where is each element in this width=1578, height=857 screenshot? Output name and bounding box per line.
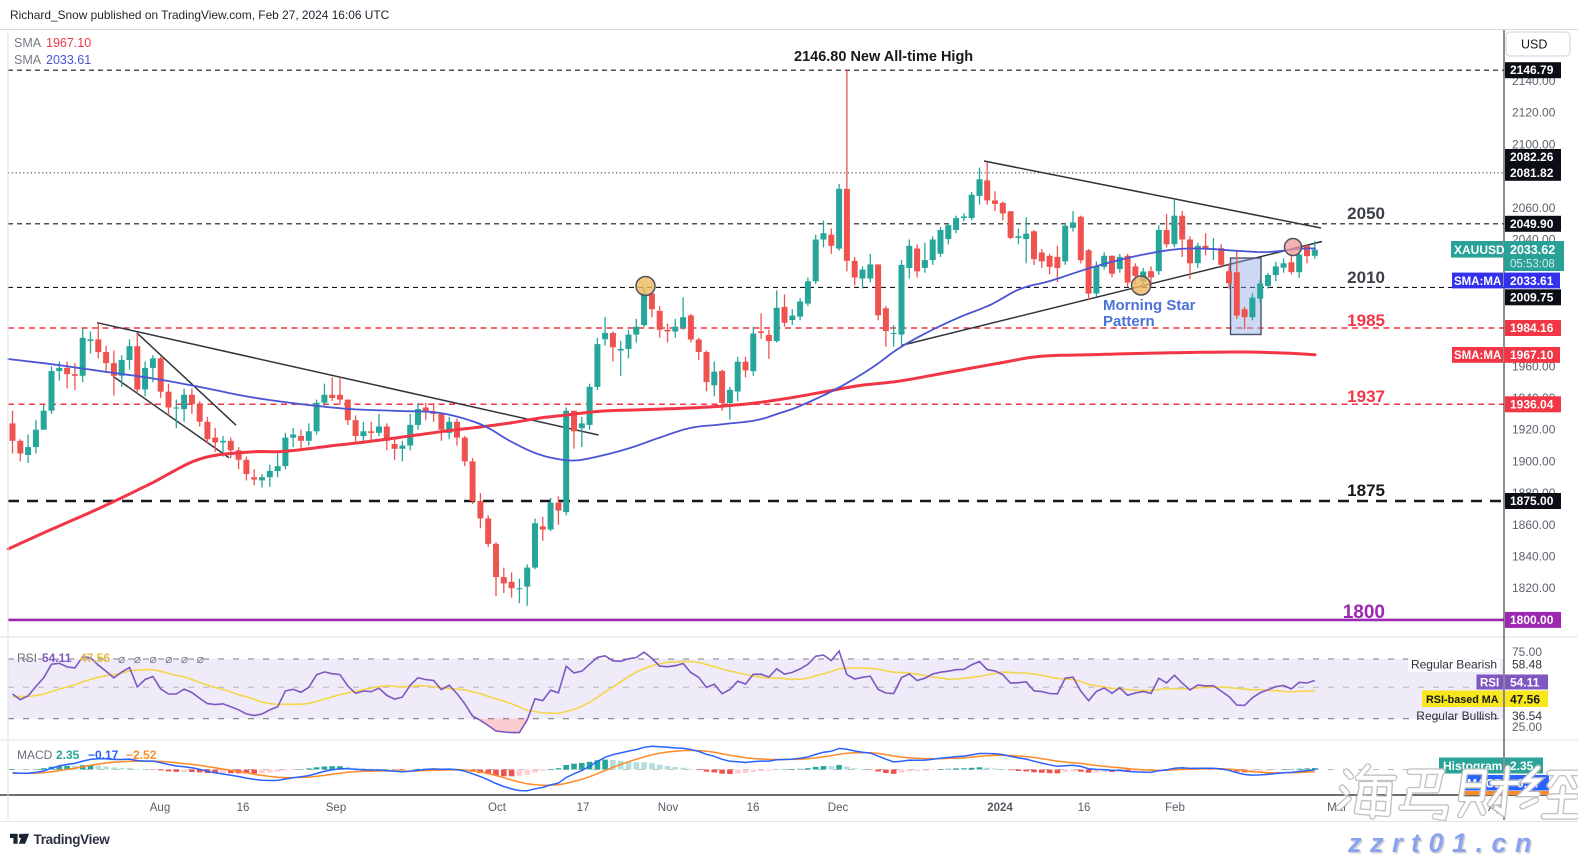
svg-text:1875.00: 1875.00 [1510,494,1554,508]
svg-text:2146.80 New All-time High: 2146.80 New All-time High [794,49,973,65]
svg-text:Feb: Feb [1165,802,1185,814]
svg-text:Aug: Aug [150,802,170,814]
svg-text:MACD: MACD [17,748,53,762]
svg-text:1984.16: 1984.16 [1510,321,1554,335]
svg-text:SMA: SMA [14,36,42,50]
svg-text:Dec: Dec [828,802,849,814]
svg-text:2024: 2024 [987,802,1013,814]
svg-text:2033.61: 2033.61 [1510,274,1554,288]
svg-text:Morning Star: Morning Star [1103,297,1196,314]
svg-text:1800: 1800 [1343,602,1385,623]
svg-text:SMA:MA: SMA:MA [1454,350,1501,362]
svg-text:Regular Bearish: Regular Bearish [1411,658,1497,672]
svg-text:−0.17: −0.17 [88,748,119,762]
svg-text:05:53:08: 05:53:08 [1510,259,1555,271]
svg-text:2009.75: 2009.75 [1510,290,1554,304]
svg-text:1875: 1875 [1347,481,1385,500]
svg-text:1967.10: 1967.10 [1510,348,1554,362]
svg-text:16: 16 [237,802,250,814]
svg-text:58.48: 58.48 [1512,658,1542,672]
svg-text:2.35: 2.35 [1510,759,1534,773]
svg-text:RSI: RSI [1480,678,1499,690]
svg-text:2100.00: 2100.00 [1512,137,1556,151]
svg-text:54.11: 54.11 [42,651,72,665]
svg-text:2.35: 2.35 [56,748,80,762]
svg-text:1936.04: 1936.04 [1510,397,1554,411]
svg-text:zzrt01.cn: zzrt01.cn [1349,830,1542,857]
svg-text:1800.00: 1800.00 [1510,613,1554,627]
svg-text:2146.79: 2146.79 [1510,63,1554,77]
svg-text:zzrt01.cn: zzrt01.cn [1347,828,1540,857]
svg-text:XAUUSD: XAUUSD [1454,243,1505,257]
svg-text:−2.52: −2.52 [126,748,157,762]
svg-text:2049.90: 2049.90 [1510,217,1554,231]
svg-text:75.00: 75.00 [1512,645,1542,659]
svg-text:2033.61: 2033.61 [46,53,91,67]
svg-text:2120.00: 2120.00 [1512,106,1556,120]
svg-text:2081.82: 2081.82 [1510,166,1554,180]
svg-text:SMA:MA: SMA:MA [1454,276,1501,288]
svg-text:1937: 1937 [1347,387,1385,406]
svg-text:TradingView: TradingView [34,832,111,847]
svg-text:1860.00: 1860.00 [1512,518,1556,532]
svg-text:Sep: Sep [326,802,346,814]
svg-text:16: 16 [747,802,760,814]
svg-text:54.11: 54.11 [1510,676,1540,690]
svg-text:Nov: Nov [658,802,679,814]
svg-text:⌀⌀⌀⌀⌀⌀: ⌀⌀⌀⌀⌀⌀ [118,652,212,666]
svg-text:2010: 2010 [1347,268,1385,287]
svg-text:RSI: RSI [17,651,37,665]
svg-text:RSI-based MA: RSI-based MA [1426,694,1499,706]
svg-text:Oct: Oct [488,802,507,814]
svg-text:Regular Bullish: Regular Bullish [1416,709,1497,723]
svg-text:1900.00: 1900.00 [1512,454,1556,468]
svg-text:USD: USD [1521,38,1547,52]
svg-text:Richard_Snow published on Trad: Richard_Snow published on TradingView.co… [10,8,390,22]
svg-text:1920.00: 1920.00 [1512,423,1556,437]
svg-text:1820.00: 1820.00 [1512,581,1556,595]
svg-text:SMA: SMA [14,53,42,67]
svg-text:17: 17 [577,802,590,814]
svg-text:2033.62: 2033.62 [1510,243,1555,257]
svg-text:36.54: 36.54 [1512,709,1542,723]
svg-text:2060.00: 2060.00 [1512,201,1556,215]
svg-text:16: 16 [1078,802,1091,814]
svg-text:2082.26: 2082.26 [1510,150,1554,164]
svg-text:1985: 1985 [1347,311,1385,330]
svg-text:47.56: 47.56 [80,651,110,665]
svg-text:Pattern: Pattern [1103,313,1155,330]
svg-text:25.00: 25.00 [1512,720,1542,734]
svg-text:47.56: 47.56 [1510,693,1540,707]
svg-text:1840.00: 1840.00 [1512,550,1556,564]
svg-text:1967.10: 1967.10 [46,36,91,50]
svg-text:2050: 2050 [1347,204,1385,223]
